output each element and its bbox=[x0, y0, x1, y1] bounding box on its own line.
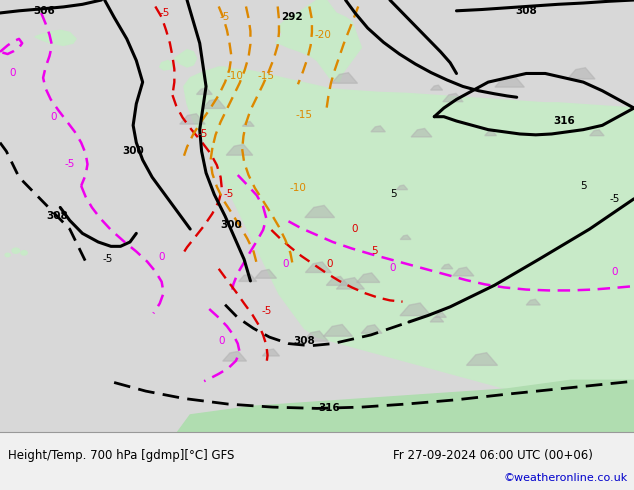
Polygon shape bbox=[356, 273, 380, 282]
Polygon shape bbox=[435, 313, 446, 318]
Text: 316: 316 bbox=[553, 116, 575, 126]
Polygon shape bbox=[174, 49, 197, 67]
Text: 316: 316 bbox=[319, 403, 340, 413]
Text: -5: -5 bbox=[223, 190, 233, 199]
Polygon shape bbox=[396, 185, 408, 190]
Polygon shape bbox=[411, 128, 432, 137]
Polygon shape bbox=[327, 276, 348, 285]
Text: 0: 0 bbox=[158, 252, 165, 262]
Text: -5: -5 bbox=[160, 8, 170, 18]
Text: -5: -5 bbox=[261, 306, 271, 316]
Polygon shape bbox=[184, 67, 634, 432]
Text: 306: 306 bbox=[34, 6, 55, 16]
Text: -5: -5 bbox=[103, 254, 113, 264]
Text: 5: 5 bbox=[371, 245, 377, 256]
Text: 0: 0 bbox=[51, 112, 57, 122]
Polygon shape bbox=[332, 73, 358, 83]
Polygon shape bbox=[160, 60, 172, 70]
Text: 0: 0 bbox=[10, 69, 16, 78]
Polygon shape bbox=[223, 351, 247, 361]
Text: 308: 308 bbox=[515, 6, 537, 16]
Polygon shape bbox=[361, 325, 382, 333]
Polygon shape bbox=[276, 0, 361, 82]
Polygon shape bbox=[306, 262, 332, 272]
Polygon shape bbox=[178, 380, 634, 432]
Polygon shape bbox=[197, 88, 212, 95]
Text: ©weatheronline.co.uk: ©weatheronline.co.uk bbox=[503, 473, 628, 483]
Text: 300: 300 bbox=[221, 220, 242, 230]
Polygon shape bbox=[453, 267, 474, 276]
Text: -15: -15 bbox=[258, 71, 275, 81]
Polygon shape bbox=[371, 126, 385, 132]
Circle shape bbox=[5, 253, 10, 257]
Polygon shape bbox=[567, 68, 595, 79]
Text: Height/Temp. 700 hPa [gdmp][°C] GFS: Height/Temp. 700 hPa [gdmp][°C] GFS bbox=[8, 449, 234, 462]
Text: 0: 0 bbox=[327, 259, 333, 269]
Polygon shape bbox=[303, 331, 328, 341]
Text: -20: -20 bbox=[315, 29, 332, 40]
Polygon shape bbox=[203, 99, 226, 108]
Text: 0: 0 bbox=[282, 260, 288, 270]
Text: -10: -10 bbox=[226, 71, 243, 81]
Polygon shape bbox=[255, 270, 276, 278]
Text: 308: 308 bbox=[294, 337, 315, 346]
Polygon shape bbox=[180, 114, 205, 124]
Text: Fr 27-09-2024 06:00 UTC (00+06): Fr 27-09-2024 06:00 UTC (00+06) bbox=[393, 449, 593, 462]
Polygon shape bbox=[238, 274, 257, 281]
Text: 300: 300 bbox=[122, 146, 144, 156]
Text: 0: 0 bbox=[612, 267, 618, 277]
Text: -15: -15 bbox=[296, 110, 313, 120]
Polygon shape bbox=[242, 122, 254, 126]
Text: 292: 292 bbox=[281, 12, 302, 22]
Polygon shape bbox=[441, 264, 453, 269]
Text: -5: -5 bbox=[198, 129, 208, 139]
Polygon shape bbox=[400, 235, 411, 240]
Polygon shape bbox=[323, 324, 353, 336]
Text: 0: 0 bbox=[352, 224, 358, 234]
Text: 5: 5 bbox=[580, 181, 586, 191]
Polygon shape bbox=[337, 278, 365, 289]
Polygon shape bbox=[305, 205, 335, 218]
Polygon shape bbox=[226, 145, 253, 155]
Text: 0: 0 bbox=[390, 263, 396, 273]
Text: -5: -5 bbox=[220, 12, 230, 22]
Polygon shape bbox=[400, 303, 431, 316]
Text: -10: -10 bbox=[290, 183, 306, 193]
Polygon shape bbox=[430, 85, 443, 90]
Text: 308: 308 bbox=[46, 211, 68, 221]
Polygon shape bbox=[526, 299, 540, 305]
Text: -5: -5 bbox=[65, 159, 75, 169]
Text: -5: -5 bbox=[610, 194, 620, 204]
Polygon shape bbox=[35, 30, 76, 46]
Polygon shape bbox=[495, 75, 524, 87]
Circle shape bbox=[21, 251, 27, 255]
Polygon shape bbox=[262, 349, 280, 356]
Text: 5: 5 bbox=[390, 190, 396, 199]
Polygon shape bbox=[430, 317, 444, 322]
Polygon shape bbox=[467, 353, 498, 366]
Circle shape bbox=[12, 248, 20, 253]
Text: 0: 0 bbox=[219, 337, 225, 346]
Polygon shape bbox=[590, 130, 604, 136]
Polygon shape bbox=[485, 131, 496, 136]
Polygon shape bbox=[443, 94, 463, 102]
